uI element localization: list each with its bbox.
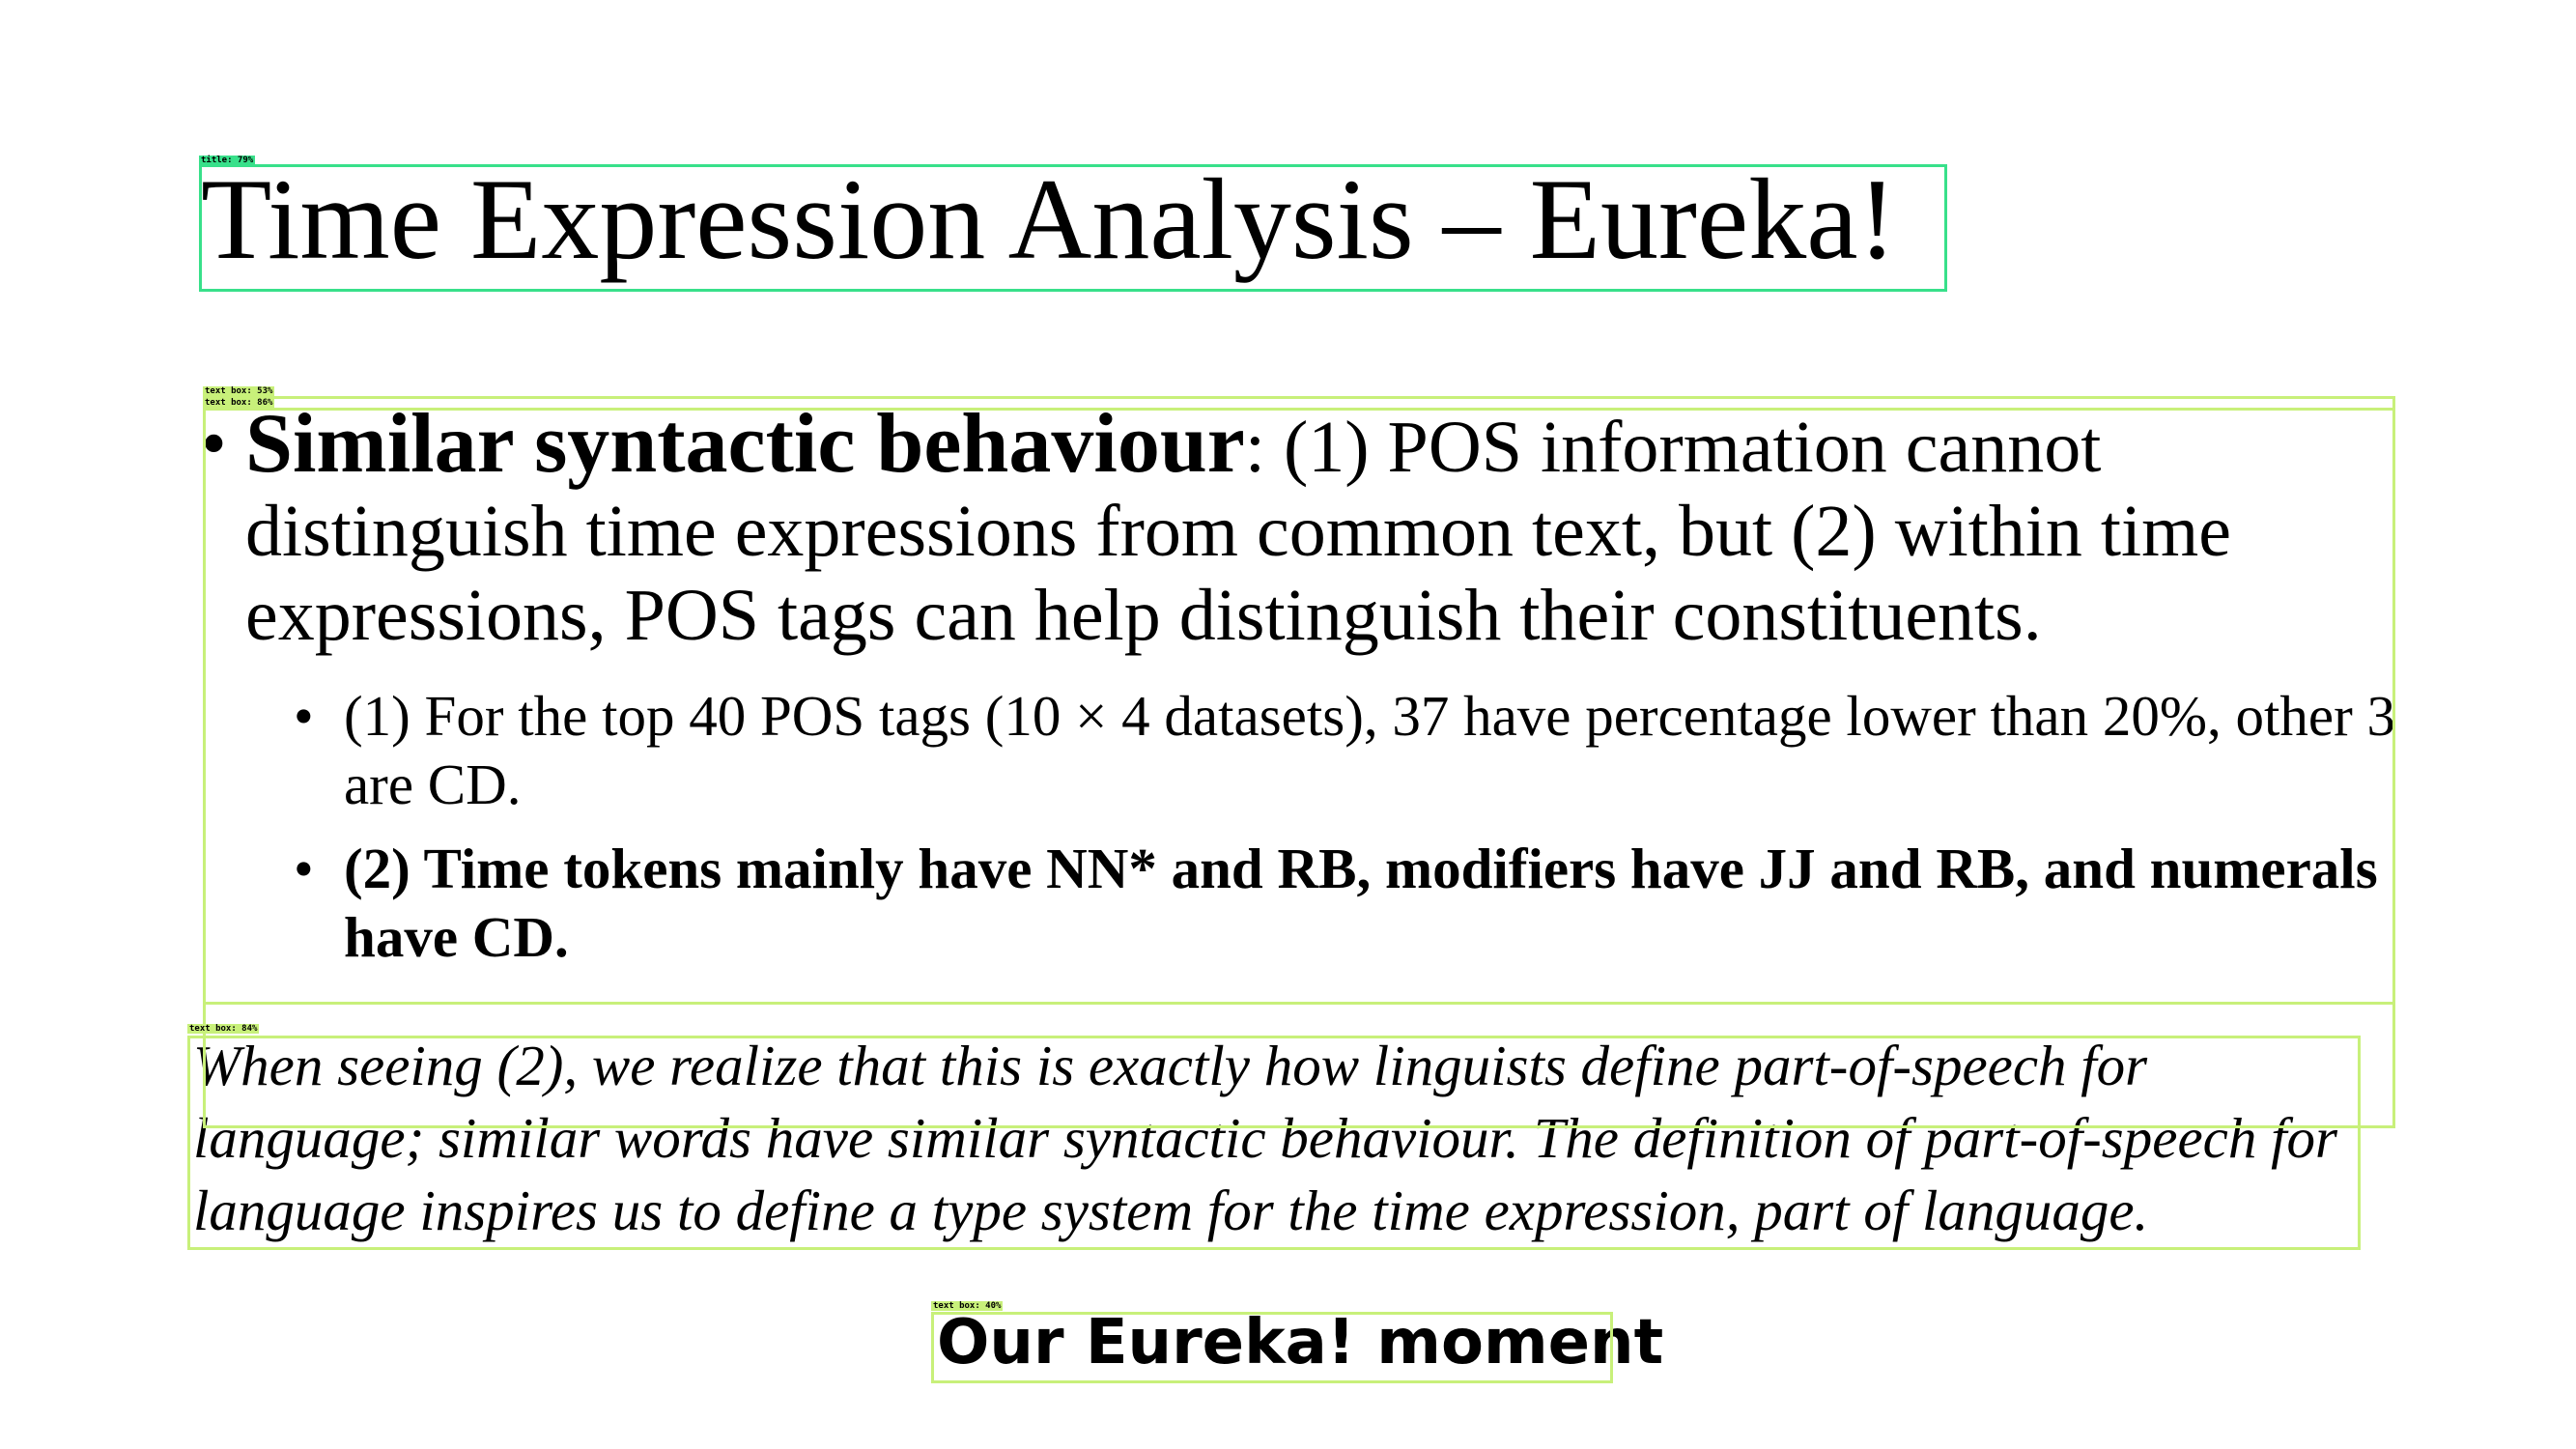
detection-label: text box: 53% — [203, 386, 275, 396]
sub-bullet-text: (2) Time tokens mainly have NN* and RB, … — [344, 837, 2378, 969]
main-bullet: • Similar syntactic behaviour: (1) POS i… — [201, 402, 2422, 658]
eureka-moment-caption: Our Eureka! moment — [937, 1307, 1664, 1378]
detection-box-text-3 — [187, 1036, 2361, 1250]
detection-box-text-4 — [931, 1312, 1613, 1383]
detection-box-text-2 — [203, 408, 2395, 1005]
sub-bullet-1: • (1) For the top 40 POS tags (10 × 4 da… — [294, 682, 2419, 819]
bullet-dot: • — [294, 837, 314, 900]
main-bullet-body: Similar syntactic behaviour: (1) POS inf… — [245, 402, 2422, 658]
detection-label: text box: 40% — [931, 1301, 1004, 1311]
detection-label: title: 79% — [199, 156, 256, 165]
sub-bullet-2: • (2) Time tokens mainly have NN* and RB… — [294, 835, 2419, 972]
sub-bullet-text: (1) For the top 40 POS tags (10 × 4 data… — [344, 684, 2395, 816]
slide-title: Time Expression Analysis – Eureka! — [201, 155, 1897, 283]
main-bullet-lead: Similar syntactic behaviour — [245, 397, 1245, 491]
main-bullet-text: : (1) POS information cannot distinguish… — [245, 407, 2232, 656]
detection-label: text box: 84% — [187, 1024, 260, 1034]
detection-box-title — [199, 164, 1947, 292]
bullet-dot: • — [294, 684, 314, 748]
detection-label: text box: 86% — [203, 398, 275, 408]
note-text: When seeing (2), we realize that this is… — [193, 1034, 2337, 1242]
